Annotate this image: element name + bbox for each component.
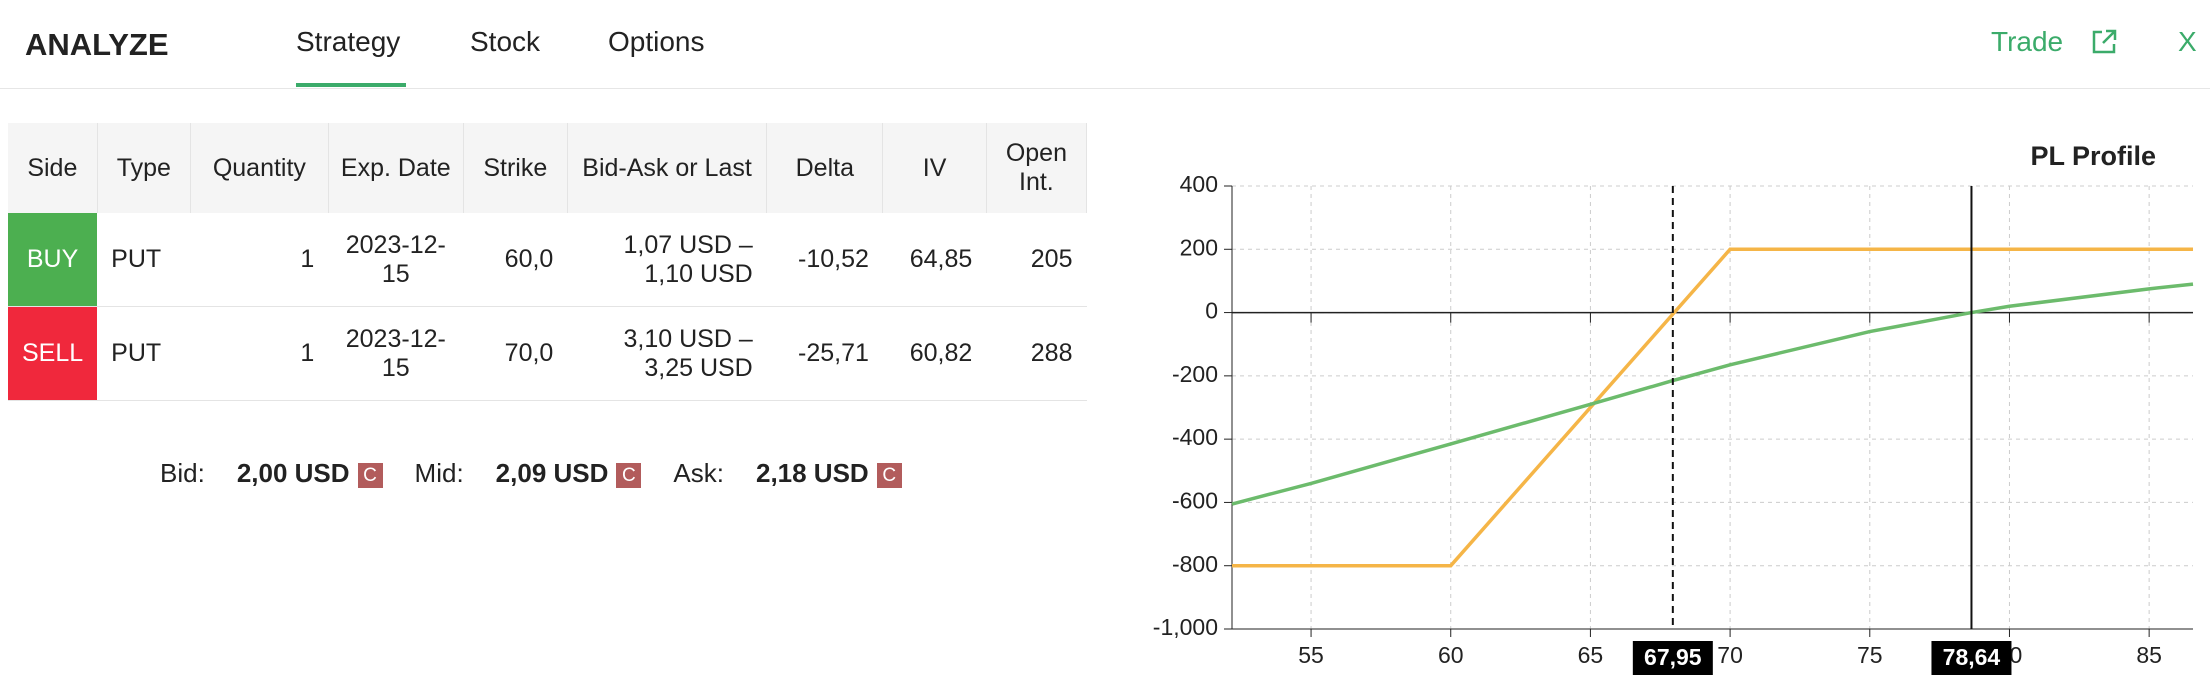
badge: C (357, 462, 383, 488)
trade-button[interactable]: Trade (1991, 26, 2064, 57)
table-cell: 205 (986, 213, 1087, 307)
y-tick-label: -600 (1172, 488, 1218, 514)
legs-table: Side Type Quantity Exp. Date Strike Bid-Ask o… (8, 123, 1088, 401)
column-header: Side (8, 123, 98, 213)
table-cell: 1 (190, 306, 329, 401)
x-tick-label: 85 (2136, 642, 2162, 668)
table-cell: 2023-12-15 (328, 213, 464, 307)
y-tick-label: 400 (1180, 171, 1218, 197)
table-cell: 60,82 (882, 306, 987, 401)
table-cell: 1,07 USD – 1,10 USD (567, 213, 767, 307)
quote-value: 2,18 USD (755, 458, 869, 488)
marker-label: 78,64 (1943, 644, 2001, 670)
table-cell: -25,71 (766, 306, 883, 401)
tab[interactable]: Options (608, 26, 705, 57)
column-header: Type (97, 123, 191, 213)
table-cell: 1 (190, 213, 329, 307)
y-tick-label: -1,000 (1153, 614, 1218, 640)
tab[interactable]: Strategy (296, 26, 401, 57)
badge: C (616, 462, 642, 488)
app-title: ANALYZE (25, 27, 169, 62)
close-button[interactable]: X (2178, 26, 2197, 57)
quote-label: Mid: (414, 458, 464, 488)
table-cell: SELL (8, 306, 98, 401)
table-cell: BUY (8, 213, 98, 307)
y-tick-label: -400 (1172, 424, 1218, 450)
line (1232, 247, 2193, 568)
table-cell: 288 (986, 306, 1087, 401)
badge: C (876, 462, 902, 488)
external-icon[interactable] (2090, 28, 2118, 56)
column-header: IV (882, 123, 987, 213)
quote-value: 2,00 USD (236, 458, 350, 488)
y-tick-label: 0 (1205, 298, 1218, 324)
quote-value: 2,09 USD (495, 458, 609, 488)
marker-box (1931, 641, 2012, 675)
table-cell: 60,0 (463, 213, 568, 307)
x-tick-label: 65 (1578, 642, 1604, 668)
x-tick-label: 70 (1717, 642, 1743, 668)
marker-label: 67,95 (1644, 644, 1702, 670)
tab-underline (296, 83, 406, 87)
table-cell: 2023-12-15 (328, 306, 464, 401)
column-header: Quantity (190, 123, 329, 213)
table-cell: 64,85 (882, 213, 987, 307)
tab[interactable]: Stock (470, 26, 541, 57)
header: ANALYZE Strategy Stock Options Trade X (0, 0, 2210, 89)
column-header: Exp. Date (328, 123, 464, 213)
line (1231, 282, 2194, 506)
table-row: SELL PUT 1 2023-12-15 70,0 3,10 USD – 3,25 US… (8, 306, 1087, 401)
x-tick-label: 55 (1298, 642, 1324, 668)
table-cell: 3,10 USD – 3,25 USD (567, 306, 767, 401)
table-cell: -10,52 (766, 213, 883, 307)
chart-title: PL Profile (2030, 141, 2156, 171)
table-cell: 70,0 (463, 306, 568, 401)
table-cell: PUT (97, 306, 191, 401)
table-cell: PUT (97, 213, 191, 307)
y-tick-label: -200 (1172, 361, 1218, 387)
column-header: Delta (766, 123, 884, 213)
y-tick-label: -800 (1172, 551, 1218, 577)
quote-label: Ask: (673, 458, 724, 488)
x-tick-label: 75 (1857, 642, 1883, 668)
marker-box (1632, 641, 1713, 675)
chart: PL Profile -1,000 -800 -600 -400 -200 0 200 400… (1153, 141, 2194, 675)
table-row: BUY PUT 1 2023-12-15 60,0 1,07 USD – 1,10 USD… (8, 213, 1087, 307)
x-tick-label: 60 (1438, 642, 1464, 668)
column-header: Bid-Ask or Last (567, 123, 768, 213)
quote-label: Bid: (160, 458, 205, 488)
column-header: Strike (463, 123, 568, 213)
quote-bar: Bid: 2,00 USD C Mid: 2,09 USD C Ask: 2,18 USD C (160, 458, 934, 489)
y-tick-label: 200 (1180, 234, 1218, 260)
column-header: Open Int. (986, 123, 1088, 213)
